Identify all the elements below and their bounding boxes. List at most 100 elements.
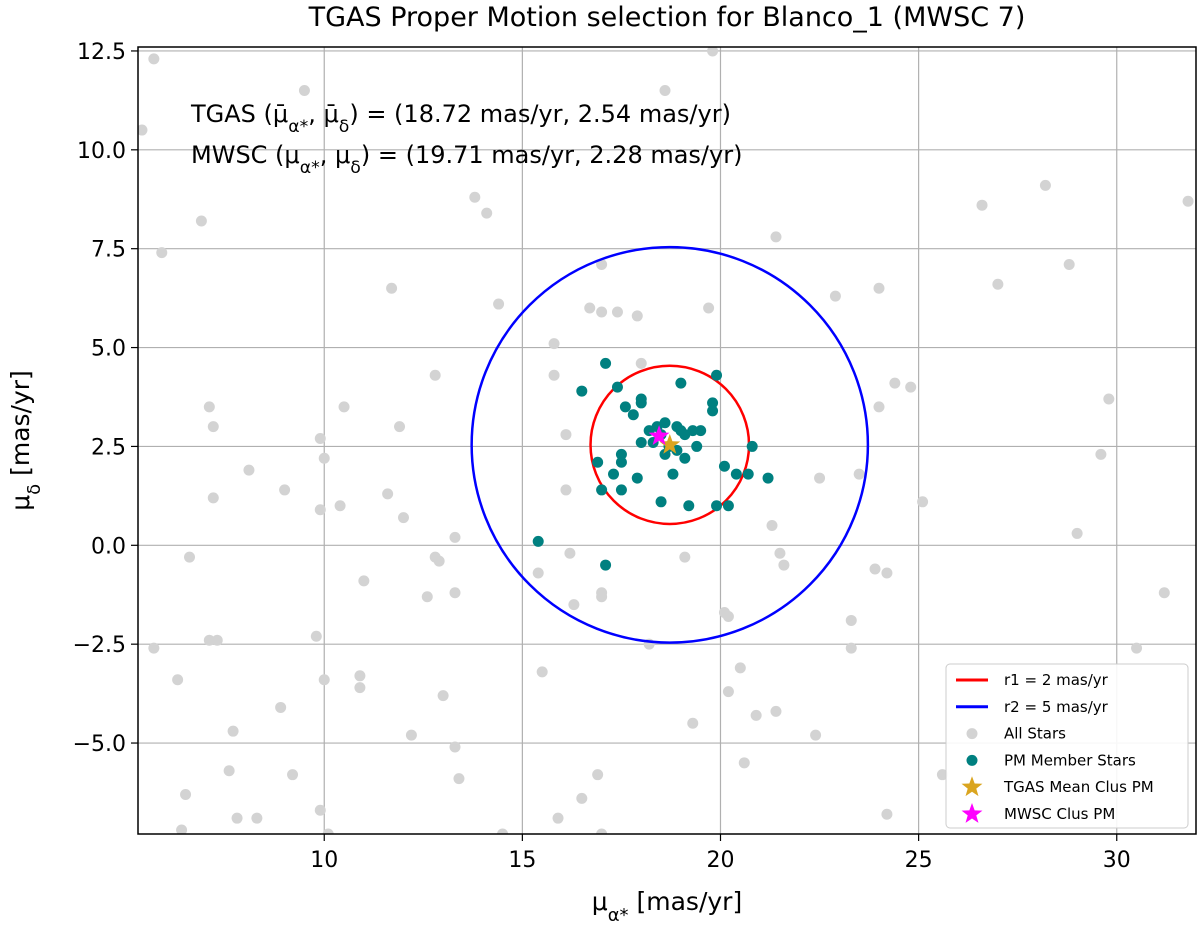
scatter-point xyxy=(314,433,326,445)
scatter-point xyxy=(334,500,346,512)
scatter-point xyxy=(279,484,291,496)
scatter-point xyxy=(619,401,631,413)
scatter-point xyxy=(596,828,608,834)
scatter-point xyxy=(156,247,168,259)
scatter-point xyxy=(548,369,560,381)
scatter-point xyxy=(382,488,394,500)
scatter-point xyxy=(195,215,207,227)
scatter-point xyxy=(675,377,687,389)
scatter-point xyxy=(615,448,627,460)
scatter-point xyxy=(532,535,544,547)
series-tgas-mean-clus-pm xyxy=(659,433,681,454)
legend-label: MWSC Clus PM xyxy=(1004,805,1115,823)
scatter-point xyxy=(405,729,417,741)
scatter-point xyxy=(433,555,445,567)
y-tick-label: 12.5 xyxy=(77,40,126,65)
scatter-point xyxy=(615,456,627,468)
scatter-point xyxy=(770,231,782,243)
scatter-point xyxy=(889,377,901,389)
scatter-point xyxy=(596,484,608,496)
scatter-point xyxy=(707,397,719,409)
scatter-point xyxy=(905,381,917,393)
scatter-point xyxy=(184,551,196,563)
scatter-point xyxy=(493,298,505,310)
scatter-point xyxy=(318,452,330,464)
scatter-point xyxy=(707,405,719,417)
scatter-point xyxy=(318,674,330,686)
legend-label: All Stars xyxy=(1004,725,1066,743)
legend-dot xyxy=(966,754,978,766)
scatter-point xyxy=(251,812,263,824)
scatter-point xyxy=(611,381,623,393)
chart-title: TGAS Proper Motion selection for Blanco_… xyxy=(308,2,1026,33)
scatter-point xyxy=(631,472,643,484)
y-tick-label: −5.0 xyxy=(73,732,126,757)
scatter-point xyxy=(608,468,620,480)
scatter-point xyxy=(449,531,461,543)
scatter-point xyxy=(873,282,885,294)
scatter-point xyxy=(437,690,449,702)
scatter-point xyxy=(576,792,588,804)
scatter-point xyxy=(207,492,219,504)
scatter-point xyxy=(231,812,243,824)
scatter-point xyxy=(655,496,667,508)
scatter-point xyxy=(429,369,441,381)
scatter-point xyxy=(881,808,893,820)
scatter-point xyxy=(730,468,742,480)
scatter-point xyxy=(1063,259,1075,271)
scatter-point xyxy=(576,385,588,397)
scatter-point xyxy=(1103,393,1115,405)
legend: r1 = 2 mas/yr r2 = 5 mas/yr All Stars PM Me… xyxy=(945,663,1189,829)
scatter-point xyxy=(568,599,580,611)
scatter-point xyxy=(203,634,215,646)
scatter-point xyxy=(600,357,612,369)
scatter-point xyxy=(631,310,643,322)
star-marker xyxy=(648,425,670,446)
x-tick-label: 25 xyxy=(905,848,933,873)
scatter-point xyxy=(869,563,881,575)
scatter-point xyxy=(481,207,493,219)
scatter-point xyxy=(667,468,679,480)
scatter-point xyxy=(469,191,481,203)
scatter-point xyxy=(176,824,188,834)
scatter-point xyxy=(243,464,255,476)
scatter-point xyxy=(611,306,623,318)
scatter-point xyxy=(917,496,929,508)
scatter-point xyxy=(992,278,1004,290)
legend-star xyxy=(961,803,983,823)
scatter-point xyxy=(275,701,287,713)
legend-label: PM Member Stars xyxy=(1004,751,1136,769)
scatter-point xyxy=(687,717,699,729)
scatter-point xyxy=(203,401,215,413)
x-tick-label: 15 xyxy=(508,848,536,873)
legend-box xyxy=(945,663,1189,829)
series-all-stars xyxy=(138,47,1194,834)
scatter-point xyxy=(738,757,750,769)
scatter-point xyxy=(600,559,612,571)
grid xyxy=(138,47,1196,834)
scatter-point xyxy=(596,306,608,318)
legend-label: TGAS Mean Clus PM xyxy=(1003,778,1154,796)
scatter-point xyxy=(687,425,699,437)
scatter-point xyxy=(766,520,778,532)
scatter-point xyxy=(172,674,184,686)
scatter-point xyxy=(358,575,370,587)
scatter-point xyxy=(695,425,707,437)
scatter-point xyxy=(449,741,461,753)
y-tick-label: 0.0 xyxy=(91,534,126,559)
scatter-point xyxy=(1071,527,1083,539)
scatter-point xyxy=(314,804,326,816)
scatter-point xyxy=(148,642,160,654)
scatter-point xyxy=(354,682,366,694)
x-tick-label: 20 xyxy=(706,848,734,873)
legend-label: r1 = 2 mas/yr xyxy=(1004,671,1109,689)
scatter-point xyxy=(746,440,758,452)
scatter-point xyxy=(679,452,691,464)
scatter-point xyxy=(564,547,576,559)
scatter-point xyxy=(718,460,730,472)
scatter-point xyxy=(734,662,746,674)
scatter-point xyxy=(722,610,734,622)
scatter-point xyxy=(596,587,608,599)
scatter-point xyxy=(449,587,461,599)
scatter-point xyxy=(722,500,734,512)
